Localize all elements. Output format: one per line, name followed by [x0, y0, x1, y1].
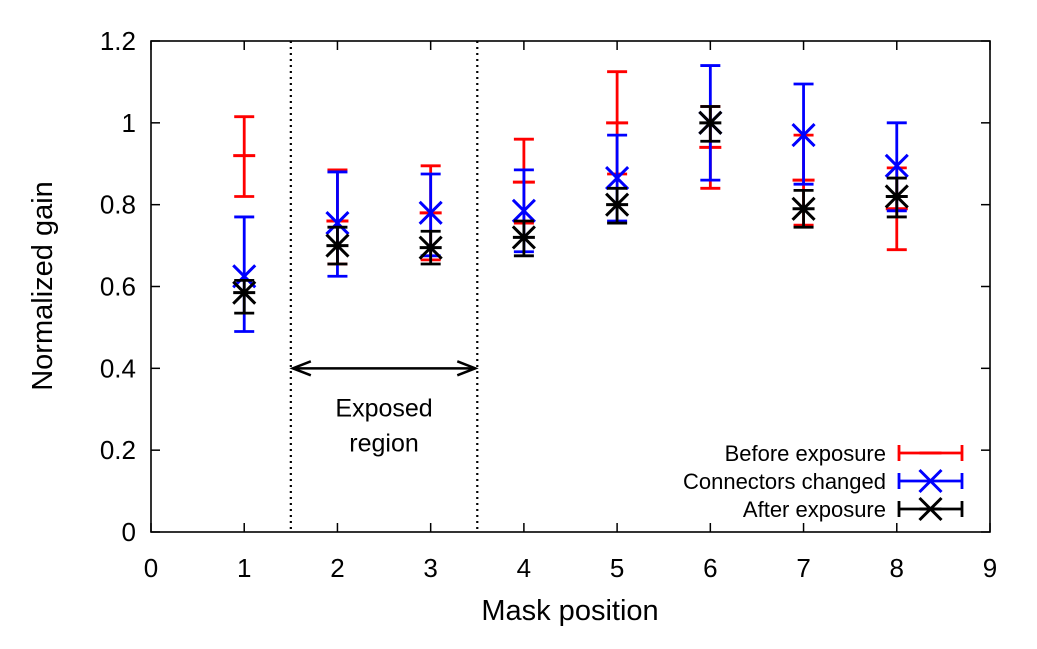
x-tick-label: 9 — [983, 553, 997, 583]
y-tick-label: 1 — [122, 108, 136, 138]
data-point — [325, 211, 350, 236]
x-tick-label: 1 — [237, 553, 251, 583]
x-tick-label: 3 — [423, 553, 437, 583]
data-point — [418, 200, 443, 225]
exposed-region-label: region — [349, 429, 419, 457]
x-tick-label: 2 — [330, 553, 344, 583]
legend: Before exposure Connectors changed After e… — [683, 441, 964, 522]
data-point — [232, 280, 257, 305]
legend-label: Connectors changed — [683, 469, 886, 494]
data-point — [791, 123, 816, 148]
plot-layer: Exposed region — [232, 41, 909, 532]
y-tick-label: 0 — [122, 517, 136, 547]
arrow-head-right — [456, 360, 479, 377]
x-tick-label: 8 — [890, 553, 904, 583]
x-axis-title: Mask position — [481, 595, 658, 627]
legend-marker — [918, 496, 943, 522]
y-axis-ticks: 0 0.2 0.4 0.6 0.8 1 1.2 — [100, 26, 990, 547]
x-tick-label: 5 — [610, 553, 624, 583]
data-point — [418, 235, 443, 260]
series-2 — [232, 105, 909, 315]
x-tick-label: 7 — [796, 553, 810, 583]
exposed-region-label: Exposed — [335, 394, 432, 422]
data-point — [791, 196, 816, 221]
data-point — [511, 198, 536, 223]
legend-marker — [918, 468, 943, 494]
data-point — [605, 192, 630, 217]
legend-label: Before exposure — [725, 441, 886, 466]
data-point — [325, 233, 350, 258]
x-tick-label: 0 — [144, 553, 158, 583]
arrow-head-left — [289, 360, 312, 377]
data-point — [884, 153, 909, 178]
x-axis-ticks: 0 1 2 3 4 5 6 7 8 9 — [144, 41, 997, 583]
x-tick-label: 6 — [703, 553, 717, 583]
data-point — [605, 166, 630, 191]
data-point — [884, 184, 909, 209]
legend-label: After exposure — [743, 497, 886, 522]
y-tick-label: 0.2 — [100, 435, 136, 465]
y-axis-title: Normalized gain — [27, 181, 59, 391]
y-tick-label: 1.2 — [100, 26, 136, 56]
data-point — [511, 225, 536, 250]
y-tick-label: 0.4 — [100, 353, 136, 383]
x-tick-label: 4 — [517, 553, 531, 583]
data-point — [698, 110, 723, 135]
y-tick-label: 0.6 — [100, 272, 136, 302]
y-tick-label: 0.8 — [100, 190, 136, 220]
